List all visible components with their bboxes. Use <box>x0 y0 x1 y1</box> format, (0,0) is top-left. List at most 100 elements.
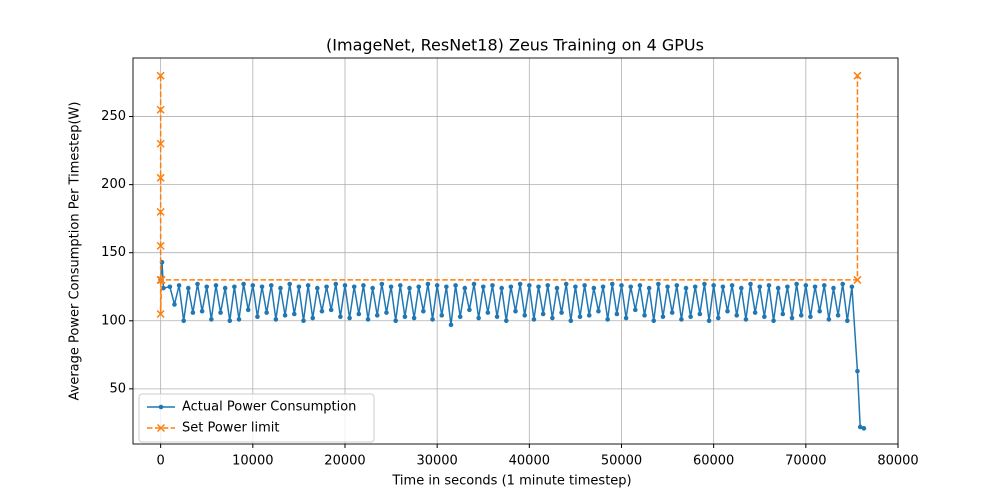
marker <box>236 317 242 322</box>
marker <box>762 314 767 319</box>
marker <box>476 315 481 321</box>
marker <box>531 317 537 322</box>
x-tick-label: 20000 <box>324 454 365 469</box>
marker <box>739 285 744 291</box>
y-axis-label: Average Power Consumption Per Timestep(W… <box>68 102 83 401</box>
marker <box>522 313 528 318</box>
marker <box>370 285 375 291</box>
marker <box>660 314 666 319</box>
marker <box>324 284 329 290</box>
marker <box>605 317 610 322</box>
marker <box>679 317 684 322</box>
marker <box>480 284 486 290</box>
legend-marker <box>156 423 166 433</box>
x-tick-label: 0 <box>157 454 165 469</box>
series-line <box>159 75 859 314</box>
marker <box>591 285 597 291</box>
marker <box>232 284 237 290</box>
marker <box>798 313 804 318</box>
x-tick-label: 80000 <box>877 454 918 469</box>
marker <box>485 310 491 315</box>
marker <box>365 317 371 322</box>
marker <box>642 313 647 318</box>
marker <box>586 313 592 318</box>
marker <box>156 207 165 216</box>
marker <box>347 315 352 321</box>
marker <box>156 105 165 114</box>
marker <box>757 284 763 290</box>
marker <box>849 284 855 290</box>
marker <box>831 285 836 291</box>
marker <box>421 308 426 314</box>
legend-label: Set Power limit <box>182 421 280 436</box>
marker <box>861 426 867 431</box>
marker <box>702 281 707 287</box>
series <box>158 259 867 431</box>
marker <box>808 314 813 319</box>
marker <box>706 318 712 324</box>
marker <box>517 281 523 287</box>
marker <box>444 284 449 290</box>
marker <box>669 310 675 315</box>
marker <box>609 281 615 287</box>
y-tick-label: 50 <box>109 381 126 396</box>
marker <box>536 284 541 290</box>
marker <box>554 285 560 291</box>
marker <box>692 284 698 290</box>
marker <box>748 281 753 287</box>
marker <box>434 283 440 288</box>
marker <box>448 322 454 328</box>
marker <box>729 283 735 288</box>
marker <box>268 283 274 288</box>
marker <box>725 308 730 314</box>
marker <box>278 285 283 291</box>
marker <box>614 311 620 317</box>
marker <box>573 284 578 290</box>
marker <box>379 281 385 287</box>
legend: Actual Power Consumption Set Power limit <box>138 393 375 443</box>
marker <box>291 311 297 317</box>
x-tick-label: 40000 <box>509 454 550 469</box>
legend-label: Actual Power Consumption <box>182 400 356 415</box>
marker <box>596 308 601 314</box>
marker <box>319 308 325 314</box>
marker <box>199 308 205 314</box>
marker <box>513 308 518 314</box>
marker <box>646 285 652 291</box>
marker <box>623 315 629 321</box>
marker <box>771 318 776 324</box>
marker <box>407 285 412 291</box>
marker <box>683 285 689 291</box>
marker <box>855 368 860 374</box>
marker <box>840 281 845 287</box>
marker <box>301 318 306 324</box>
marker <box>503 318 509 324</box>
marker <box>853 275 862 284</box>
marker <box>711 283 716 288</box>
marker <box>305 283 311 288</box>
marker <box>218 310 223 315</box>
marker <box>310 315 316 321</box>
marker <box>245 307 251 313</box>
marker <box>425 281 431 287</box>
marker <box>176 283 182 288</box>
marker <box>467 307 472 313</box>
marker <box>227 318 233 324</box>
marker <box>600 284 606 290</box>
marker <box>766 283 772 288</box>
x-tick-label: 30000 <box>416 454 457 469</box>
marker <box>222 285 228 291</box>
marker <box>812 284 818 290</box>
chart-title: (ImageNet, ResNet18) Zeus Training on 4 … <box>326 36 704 55</box>
marker <box>563 281 569 287</box>
marker <box>156 309 165 319</box>
legend-box <box>138 393 375 443</box>
marker <box>775 285 781 291</box>
marker <box>172 302 177 307</box>
marker <box>789 315 795 321</box>
marker <box>287 281 292 287</box>
legend-marker <box>158 404 164 410</box>
marker <box>374 313 380 318</box>
marker <box>674 283 680 288</box>
